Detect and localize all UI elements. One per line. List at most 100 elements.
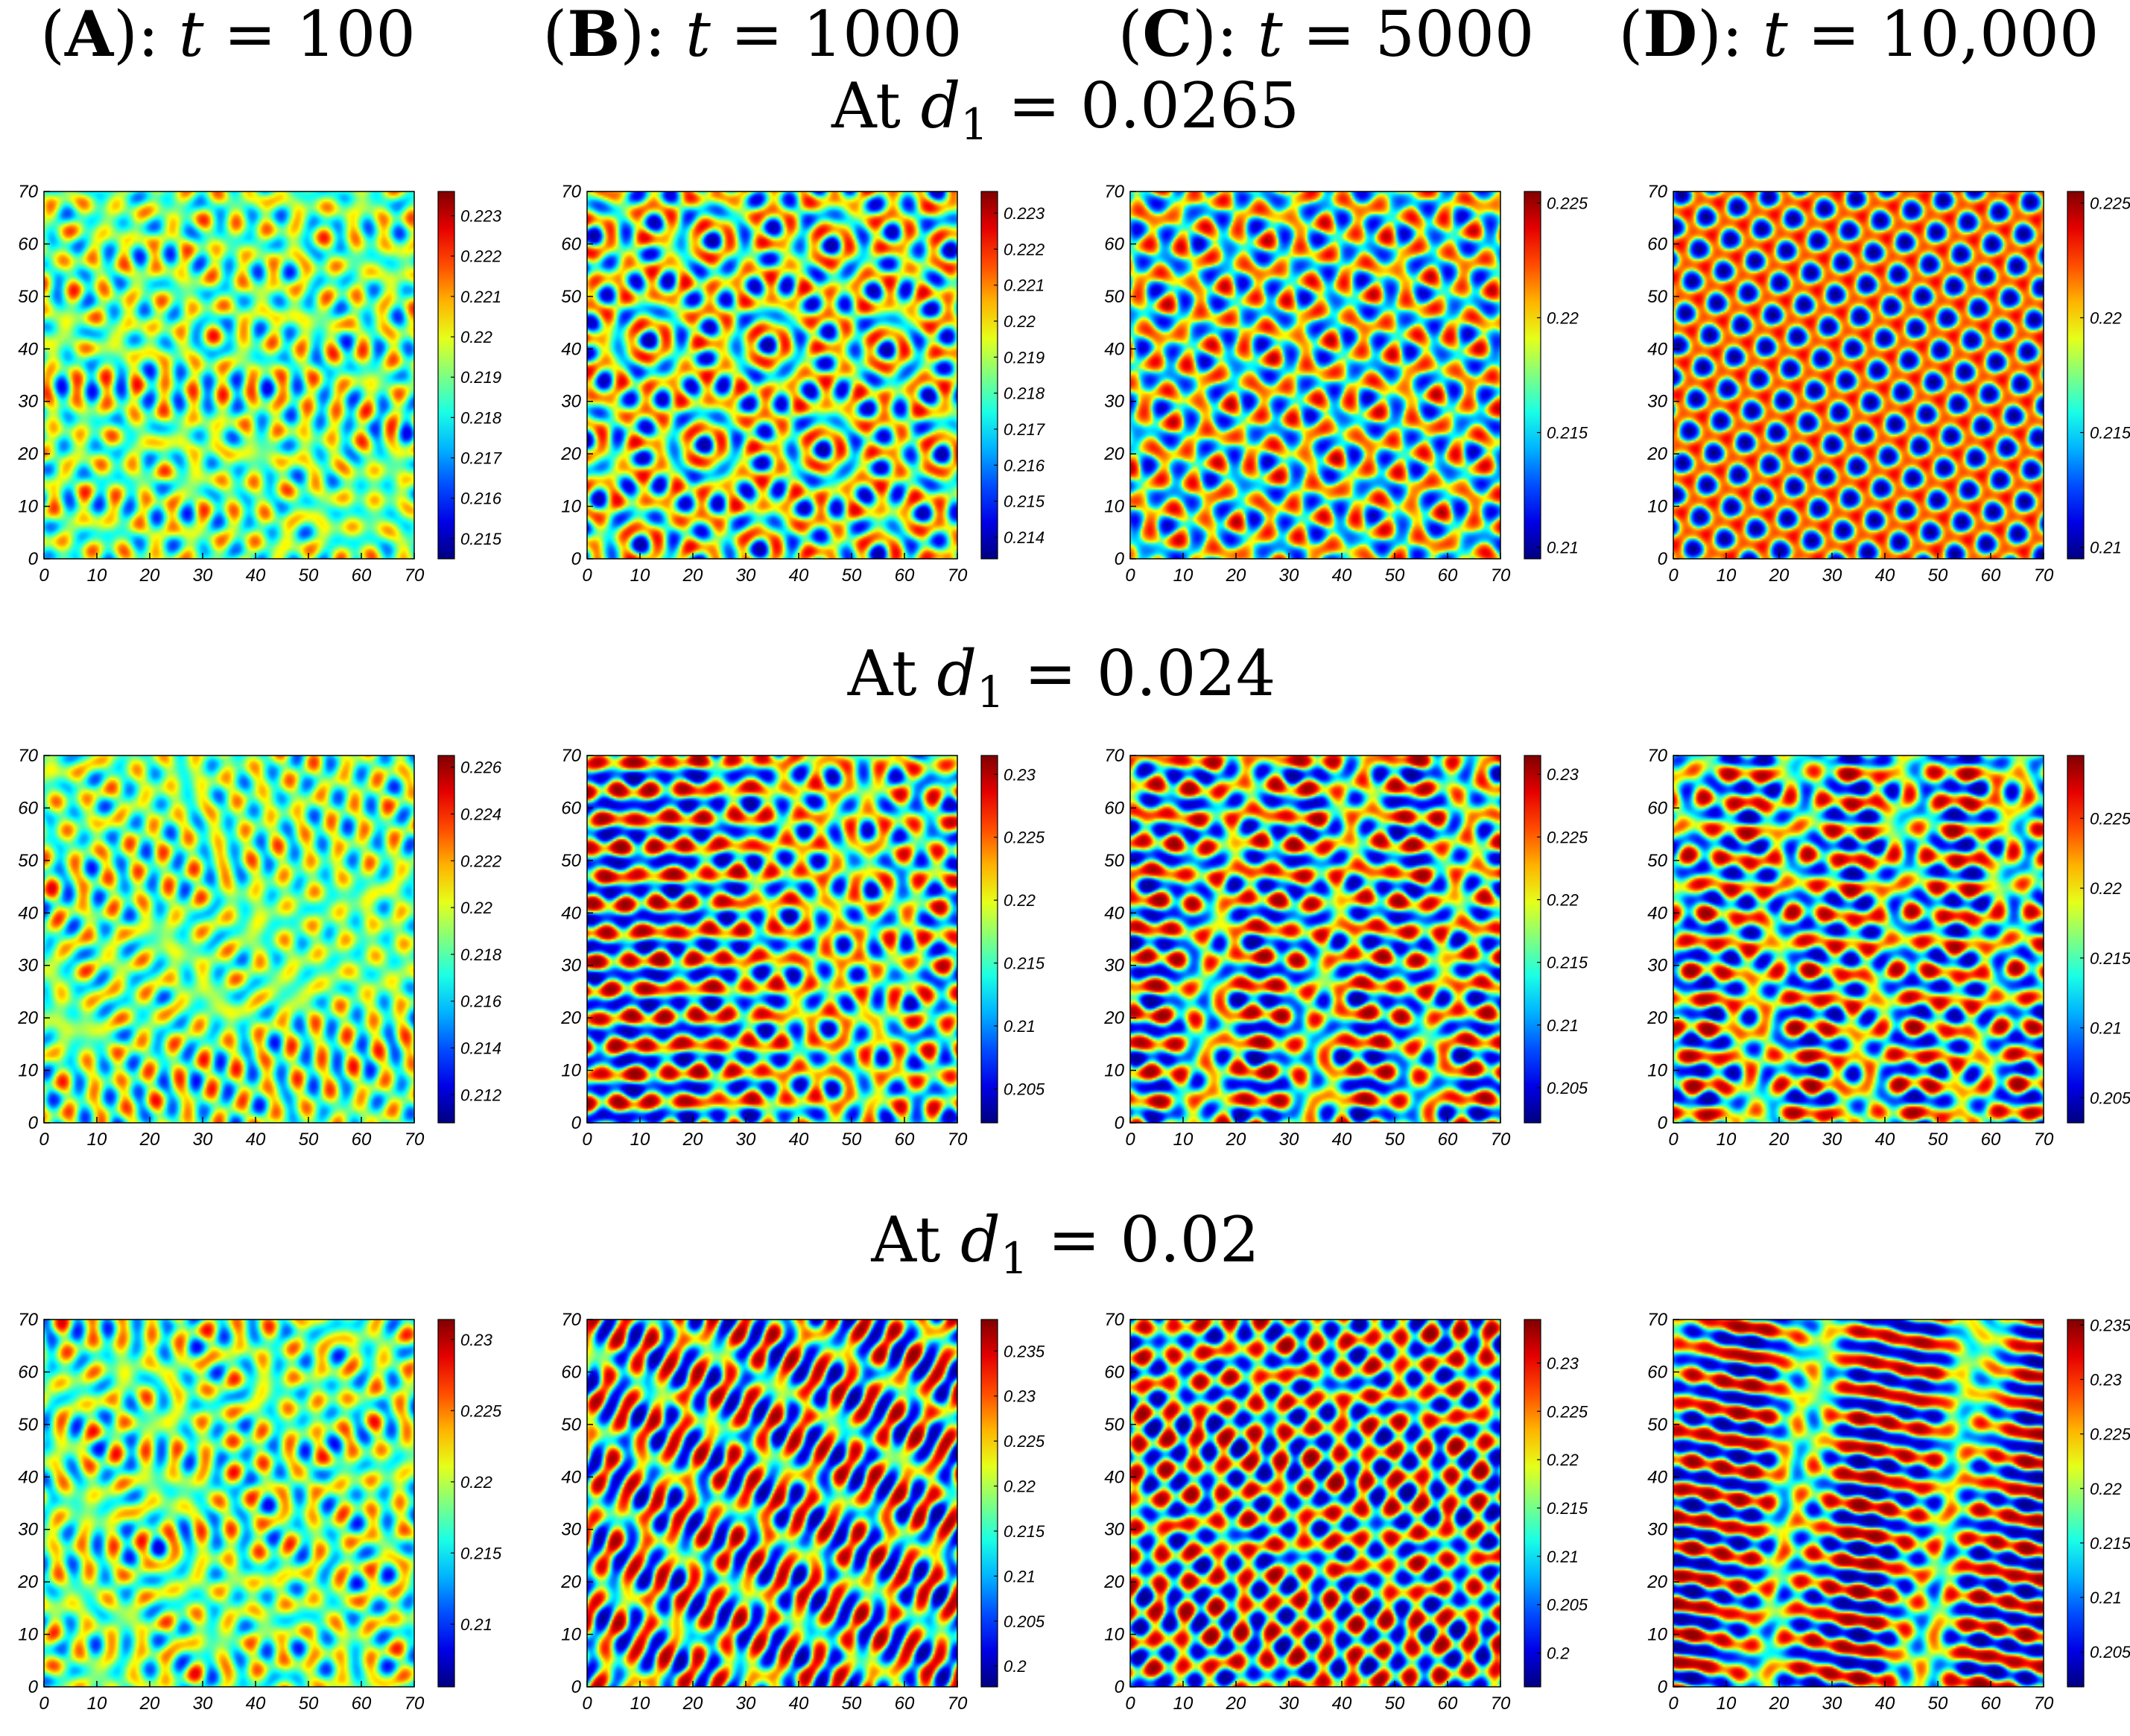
- colorbar-tick-label: 0.22: [460, 899, 492, 917]
- y-tick-label: 50: [1104, 851, 1124, 871]
- x-tick-label: 30: [193, 1694, 213, 1714]
- y-tick-label: 70: [561, 746, 581, 766]
- colorbar-tick-label: 0.2: [1547, 1644, 1570, 1663]
- panel-r1-c1: 0 10 20 30 40 50 60 70 0 10 20 30 40 50 60 70 0.215 0.216…: [17, 182, 502, 586]
- x-tick-label: 40: [1332, 1130, 1352, 1150]
- colorbar-tick-label: 0.22: [2090, 879, 2122, 898]
- y-tick-label: 0: [1115, 1677, 1125, 1697]
- y-tick-label: 50: [18, 851, 38, 871]
- colorbar-tick-label: 0.215: [1004, 954, 1045, 973]
- colorbar-tick-label: 0.23: [1547, 1354, 1579, 1372]
- y-tick-label: 10: [1647, 1625, 1667, 1645]
- heatmap-image: [44, 191, 414, 559]
- y-tick-label: 30: [18, 956, 38, 976]
- colorbar: [437, 755, 455, 1124]
- x-tick-label: 20: [139, 1130, 160, 1150]
- colorbar-tick-label: 0.215: [1004, 1522, 1045, 1541]
- y-tick-label: 70: [561, 1310, 581, 1330]
- plot-frame: [1129, 1319, 1501, 1688]
- x-tick-label: 70: [2034, 1130, 2054, 1150]
- colorbar-tick-label: 0.21: [1004, 1567, 1036, 1585]
- x-tick-label: 60: [1438, 1130, 1458, 1150]
- colorbar-tick-label: 0.2: [1004, 1657, 1027, 1676]
- colorbar-tick-label: 0.23: [1547, 765, 1579, 784]
- y-tick-label: 0: [1658, 1113, 1668, 1133]
- y-tick-label: 70: [18, 182, 38, 202]
- x-tick-label: 0: [1668, 1694, 1679, 1714]
- heatmap-image: [44, 755, 414, 1123]
- colorbar-tick-label: 0.216: [460, 992, 502, 1011]
- colorbar: [437, 1319, 455, 1688]
- x-tick-label: 40: [246, 1694, 266, 1714]
- colorbar-tick-label: 0.23: [2090, 1370, 2123, 1389]
- y-tick-label: 70: [1647, 746, 1667, 766]
- x-tick-label: 50: [1928, 566, 1948, 586]
- y-tick-label: 60: [561, 798, 581, 818]
- colorbar: [1524, 191, 1541, 560]
- colorbar-tick-label: 0.225: [1547, 1402, 1588, 1421]
- colorbar-tick-label: 0.225: [2090, 1425, 2130, 1444]
- x-tick-label: 40: [246, 566, 266, 586]
- y-tick-label: 0: [571, 1677, 582, 1697]
- plot-frame: [1673, 191, 2044, 560]
- x-tick-label: 10: [630, 566, 650, 586]
- y-tick-label: 50: [561, 851, 581, 871]
- colorbar: [980, 1319, 998, 1688]
- panel-r3-c3: 0 10 20 30 40 50 60 70 0 10 20 30 40 50 60 70 0.2 0.205 0.…: [1103, 1310, 1588, 1714]
- y-tick-label: 40: [18, 903, 38, 923]
- colorbar-tick-label: 0.23: [1004, 1387, 1036, 1406]
- x-tick-label: 70: [405, 566, 425, 586]
- colorbar-tick-label: 0.219: [1004, 348, 1045, 367]
- y-tick-label: 50: [18, 287, 38, 307]
- x-tick-label: 30: [193, 1130, 213, 1150]
- colorbar-tick-label: 0.215: [460, 530, 502, 548]
- y-tick-label: 30: [1104, 392, 1124, 412]
- colorbar-tick-label: 0.225: [2090, 194, 2130, 212]
- x-tick-label: 60: [1438, 566, 1458, 586]
- colorbar-tick-label: 0.215: [1004, 492, 1045, 511]
- panel-r1-c3: 0 10 20 30 40 50 60 70 0 10 20 30 40 50 60 70 0.21 0.215 0…: [1103, 182, 1588, 586]
- x-tick-label: 30: [736, 1694, 756, 1714]
- colorbar-tick-label: 0.21: [1547, 1016, 1579, 1035]
- x-tick-label: 30: [1822, 1694, 1842, 1714]
- colorbar-tick-label: 0.221: [1004, 276, 1045, 295]
- y-tick-label: 40: [18, 339, 38, 359]
- colorbar: [2067, 191, 2085, 560]
- colorbar-tick-label: 0.215: [2090, 1534, 2130, 1553]
- colorbar-tick-label: 0.225: [460, 1401, 502, 1420]
- x-tick-label: 10: [1173, 1694, 1194, 1714]
- panel-r2-c4: 0 10 20 30 40 50 60 70 0 10 20 30 40 50 60 70 0.205 0.21 0…: [1646, 746, 2130, 1150]
- colorbar-tick-label: 0.222: [460, 247, 501, 266]
- x-tick-label: 30: [1822, 1130, 1842, 1150]
- colorbar-tick-label: 0.215: [2090, 424, 2130, 443]
- y-tick-label: 30: [18, 392, 38, 412]
- x-tick-label: 50: [299, 566, 319, 586]
- colorbar-tick-label: 0.22: [2090, 1480, 2122, 1498]
- x-tick-label: 10: [87, 566, 107, 586]
- y-tick-label: 40: [1104, 339, 1124, 359]
- y-tick-label: 0: [28, 549, 39, 569]
- colorbar: [980, 191, 998, 560]
- panel-r2-c3: 0 10 20 30 40 50 60 70 0 10 20 30 40 50 60 70 0.205 0.21 0…: [1103, 746, 1588, 1150]
- colorbar-tick-label: 0.223: [460, 207, 502, 226]
- y-tick-label: 10: [1104, 497, 1124, 517]
- x-tick-label: 0: [1125, 1694, 1135, 1714]
- y-tick-label: 10: [561, 497, 581, 517]
- y-tick-label: 10: [18, 497, 38, 517]
- x-tick-label: 50: [299, 1694, 319, 1714]
- y-tick-label: 60: [1647, 798, 1667, 818]
- colorbar-tick-label: 0.22: [460, 328, 492, 346]
- heatmap-image: [1673, 755, 2044, 1123]
- y-tick-label: 10: [18, 1625, 38, 1645]
- y-tick-label: 20: [17, 1008, 38, 1028]
- y-tick-label: 40: [1647, 1467, 1667, 1487]
- colorbar: [980, 755, 998, 1124]
- x-tick-label: 20: [1769, 1130, 1790, 1150]
- colorbar-tick-label: 0.215: [1547, 1499, 1588, 1518]
- colorbar-tick-label: 0.215: [460, 1544, 502, 1562]
- heatmap-image: [1673, 191, 2044, 559]
- x-tick-label: 50: [842, 566, 862, 586]
- y-tick-label: 20: [1646, 1572, 1667, 1592]
- y-tick-label: 60: [1647, 1362, 1667, 1382]
- colorbar-tick-label: 0.225: [1004, 829, 1045, 847]
